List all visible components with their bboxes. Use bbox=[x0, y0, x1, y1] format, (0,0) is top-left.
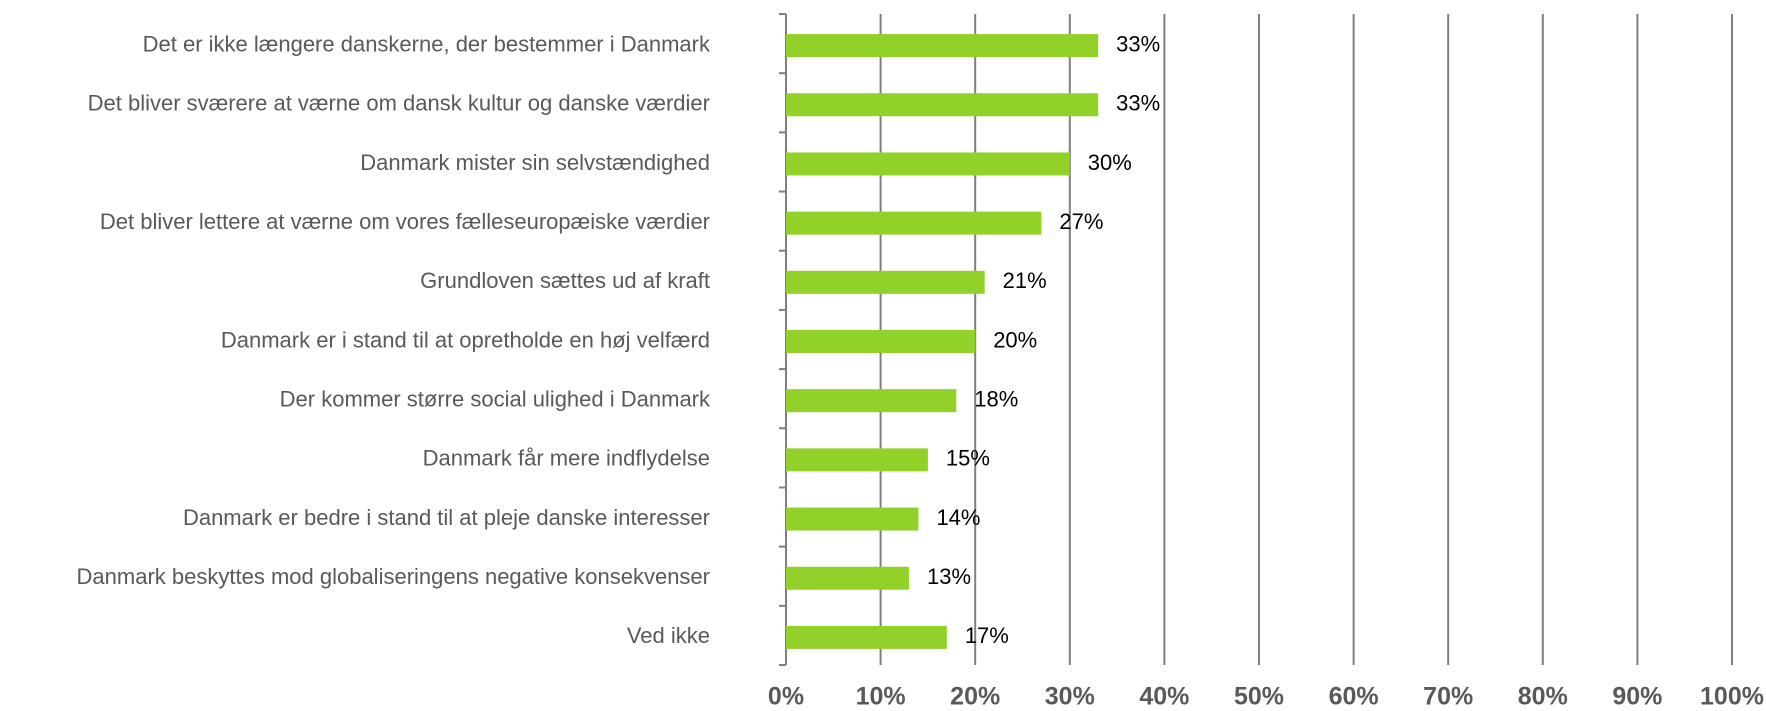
bar bbox=[786, 507, 919, 531]
x-tick-label: 80% bbox=[1518, 683, 1568, 711]
bar bbox=[786, 389, 957, 413]
y-tick-label: Grundloven sættes ud af kraft bbox=[420, 268, 710, 293]
bar bbox=[786, 448, 928, 472]
x-tick-label: 20% bbox=[950, 683, 1000, 711]
value-label: 14% bbox=[936, 505, 980, 530]
value-label: 33% bbox=[1116, 91, 1160, 116]
x-tick-label: 0% bbox=[768, 683, 804, 711]
y-tick-label: Danmark mister sin selvstændighed bbox=[360, 150, 710, 175]
y-tick-label: Det bliver sværere at værne om dansk kul… bbox=[88, 91, 710, 116]
y-tick-label: Danmark er i stand til at opretholde en … bbox=[221, 327, 710, 352]
y-tick-label: Danmark beskyttes mod globaliseringens n… bbox=[77, 564, 710, 589]
bar bbox=[786, 566, 909, 590]
value-label: 20% bbox=[993, 327, 1037, 352]
x-tick-label: 50% bbox=[1234, 683, 1284, 711]
y-tick-label: Danmark får mere indflydelse bbox=[423, 446, 710, 471]
bar bbox=[786, 211, 1042, 235]
y-tick-label: Der kommer større social ulighed i Danma… bbox=[280, 386, 711, 411]
x-tick-label: 60% bbox=[1329, 683, 1379, 711]
y-tick-label: Det bliver lettere at værne om vores fæl… bbox=[100, 209, 710, 234]
value-label: 33% bbox=[1116, 31, 1160, 56]
bar bbox=[786, 34, 1099, 58]
value-label: 18% bbox=[974, 386, 1018, 411]
bar bbox=[786, 93, 1099, 117]
bar bbox=[786, 270, 985, 294]
value-label: 13% bbox=[927, 564, 971, 589]
y-tick-label: Danmark er bedre i stand til at pleje da… bbox=[183, 505, 710, 530]
value-label: 21% bbox=[1003, 268, 1047, 293]
x-tick-label: 10% bbox=[856, 683, 906, 711]
x-tick-label: 40% bbox=[1139, 683, 1189, 711]
value-label: 15% bbox=[946, 446, 990, 471]
value-label: 27% bbox=[1059, 209, 1103, 234]
bar bbox=[786, 625, 947, 649]
x-tick-label: 100% bbox=[1700, 683, 1764, 711]
x-tick-label: 90% bbox=[1612, 683, 1662, 711]
bar bbox=[786, 330, 976, 353]
x-tick-label: 70% bbox=[1423, 683, 1473, 711]
y-tick-label: Det er ikke længere danskerne, der beste… bbox=[143, 31, 711, 56]
value-label: 17% bbox=[965, 623, 1009, 648]
value-label: 30% bbox=[1088, 150, 1132, 175]
y-tick-label: Ved ikke bbox=[627, 623, 710, 648]
bar bbox=[786, 152, 1070, 176]
x-tick-label: 30% bbox=[1045, 683, 1095, 711]
